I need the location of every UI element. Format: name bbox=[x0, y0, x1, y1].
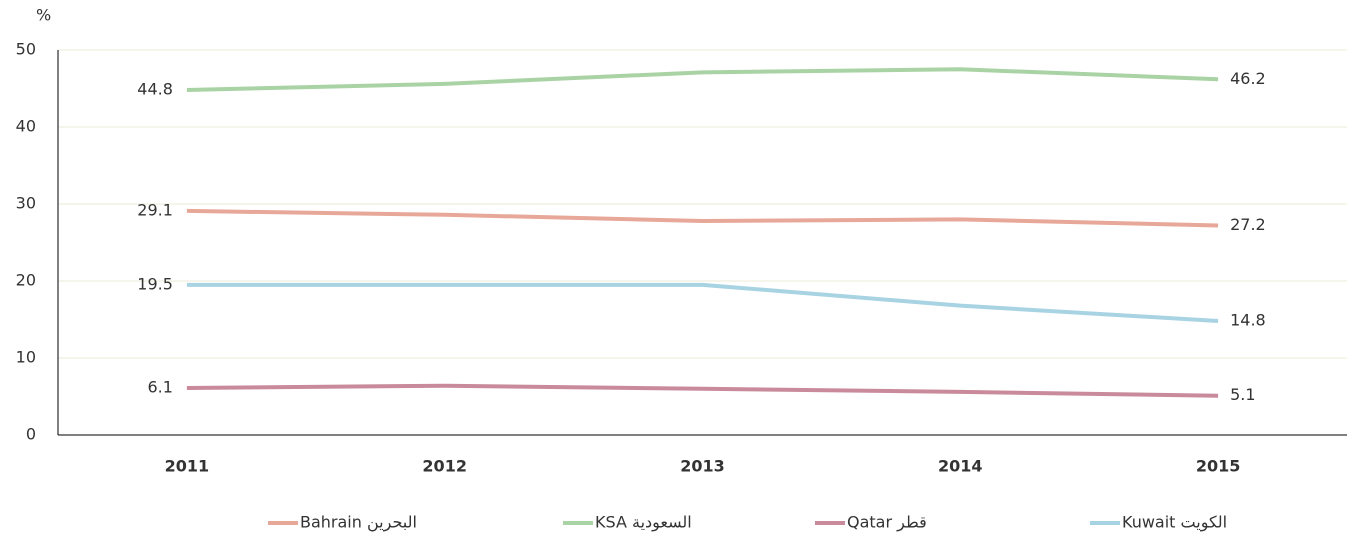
y-tick-label: 0 bbox=[26, 425, 36, 444]
y-tick-label: 30 bbox=[16, 194, 36, 213]
legend-label: Bahrain البحرين bbox=[300, 513, 417, 533]
legend-label: KSA السعودية bbox=[595, 513, 692, 533]
y-tick-label: 10 bbox=[16, 348, 36, 367]
x-tick-label: 2014 bbox=[938, 457, 983, 476]
series-line bbox=[186, 383, 1219, 398]
y-tick-label: 50 bbox=[16, 40, 36, 59]
data-label: 44.8 bbox=[137, 80, 173, 99]
data-label: 5.1 bbox=[1230, 385, 1255, 404]
data-label: 29.1 bbox=[137, 200, 173, 219]
x-tick-label: 2012 bbox=[422, 457, 467, 476]
legend-label: Qatar قطر bbox=[847, 513, 927, 533]
data-label: 6.1 bbox=[147, 378, 172, 397]
y-tick-label: 40 bbox=[16, 117, 36, 136]
series-line bbox=[186, 67, 1219, 93]
data-label: 19.5 bbox=[137, 274, 173, 293]
y-axis-label: % bbox=[36, 6, 51, 25]
x-tick-label: 2015 bbox=[1196, 457, 1241, 476]
x-tick-label: 2011 bbox=[165, 457, 210, 476]
data-label: 27.2 bbox=[1230, 215, 1266, 234]
data-label: 14.8 bbox=[1230, 311, 1266, 330]
series-line bbox=[186, 282, 1219, 324]
x-tick-label: 2013 bbox=[680, 457, 725, 476]
legend-label: Kuwait الكويت bbox=[1122, 513, 1227, 533]
y-tick-label: 20 bbox=[16, 271, 36, 290]
data-label: 46.2 bbox=[1230, 69, 1266, 88]
series-line bbox=[186, 208, 1219, 228]
